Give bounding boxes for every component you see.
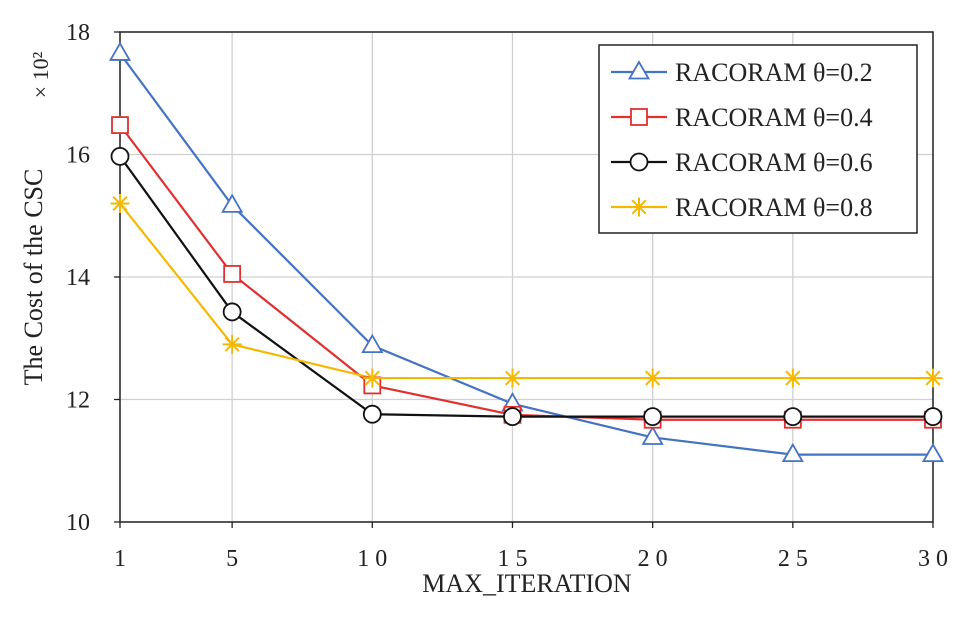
- data-point-marker: [503, 407, 522, 427]
- series-lines: [108, 41, 945, 463]
- y-tick-label: 12: [66, 388, 90, 414]
- data-point-marker: [111, 116, 129, 134]
- data-point-marker: [110, 194, 130, 213]
- y-unit-label: × 10²: [28, 51, 53, 98]
- x-tick-label: 2 5: [778, 546, 808, 572]
- x-axis-ticks: 1 5 1 0 1 5 2 0 2 5 3 0: [114, 522, 948, 572]
- x-tick-label: 1 0: [357, 546, 387, 572]
- legend-item: RACORAM θ=0.4: [611, 103, 873, 132]
- legend-label: RACORAM θ=0.6: [675, 148, 873, 177]
- x-axis-title: MAX_ITERATION: [422, 569, 632, 598]
- x-tick-label: 1: [114, 546, 126, 572]
- data-point-marker: [627, 60, 651, 80]
- data-point-marker: [502, 368, 522, 388]
- y-tick-label: 10: [66, 510, 90, 536]
- x-tick-label: 1 5: [497, 546, 527, 572]
- data-point-marker: [643, 368, 663, 388]
- x-tick-label: 2 0: [638, 546, 668, 572]
- data-point-marker: [361, 333, 384, 354]
- data-point-marker: [783, 407, 803, 427]
- legend-item: RACORAM θ=0.2: [611, 58, 873, 87]
- data-point-marker: [110, 146, 130, 166]
- legend-label: RACORAM θ=0.4: [675, 103, 873, 132]
- x-tick-label: 3 0: [918, 546, 948, 572]
- y-axis-title: The Cost of the CSC: [19, 169, 48, 386]
- y-tick-label: 14: [66, 265, 90, 291]
- data-point-marker: [923, 407, 943, 427]
- legend-item: RACORAM θ=0.8: [611, 193, 873, 222]
- x-tick-label: 5: [226, 546, 238, 572]
- legend: RACORAM θ=0.2 RACORAM θ=0.4 RACORAM θ=0.6 R…: [598, 44, 918, 234]
- data-point-marker: [221, 193, 244, 213]
- y-tick-label: 18: [66, 20, 90, 46]
- data-point-marker: [222, 302, 242, 322]
- legend-item: RACORAM θ=0.6: [611, 148, 873, 177]
- data-point-marker: [923, 368, 943, 388]
- legend-box: [598, 44, 918, 234]
- data-point-marker: [643, 407, 663, 427]
- data-point-marker: [629, 152, 649, 172]
- data-point-marker: [108, 41, 132, 61]
- legend-label: RACORAM θ=0.2: [675, 58, 873, 87]
- data-point-marker: [223, 265, 242, 283]
- data-point-marker: [222, 334, 242, 354]
- data-point-marker: [641, 425, 664, 445]
- data-point-marker: [781, 442, 804, 463]
- data-point-marker: [783, 368, 803, 388]
- legend-label: RACORAM θ=0.8: [675, 193, 873, 222]
- series-3-markers: [110, 146, 943, 427]
- data-point-marker: [629, 197, 649, 217]
- data-point-marker: [921, 442, 945, 463]
- y-tick-label: 16: [66, 143, 90, 169]
- data-point-marker: [362, 404, 382, 424]
- y-axis-ticks: 10 12 14 16 18: [66, 20, 120, 536]
- data-point-marker: [630, 108, 648, 126]
- series-4-markers: [110, 194, 943, 388]
- data-point-marker: [362, 368, 382, 388]
